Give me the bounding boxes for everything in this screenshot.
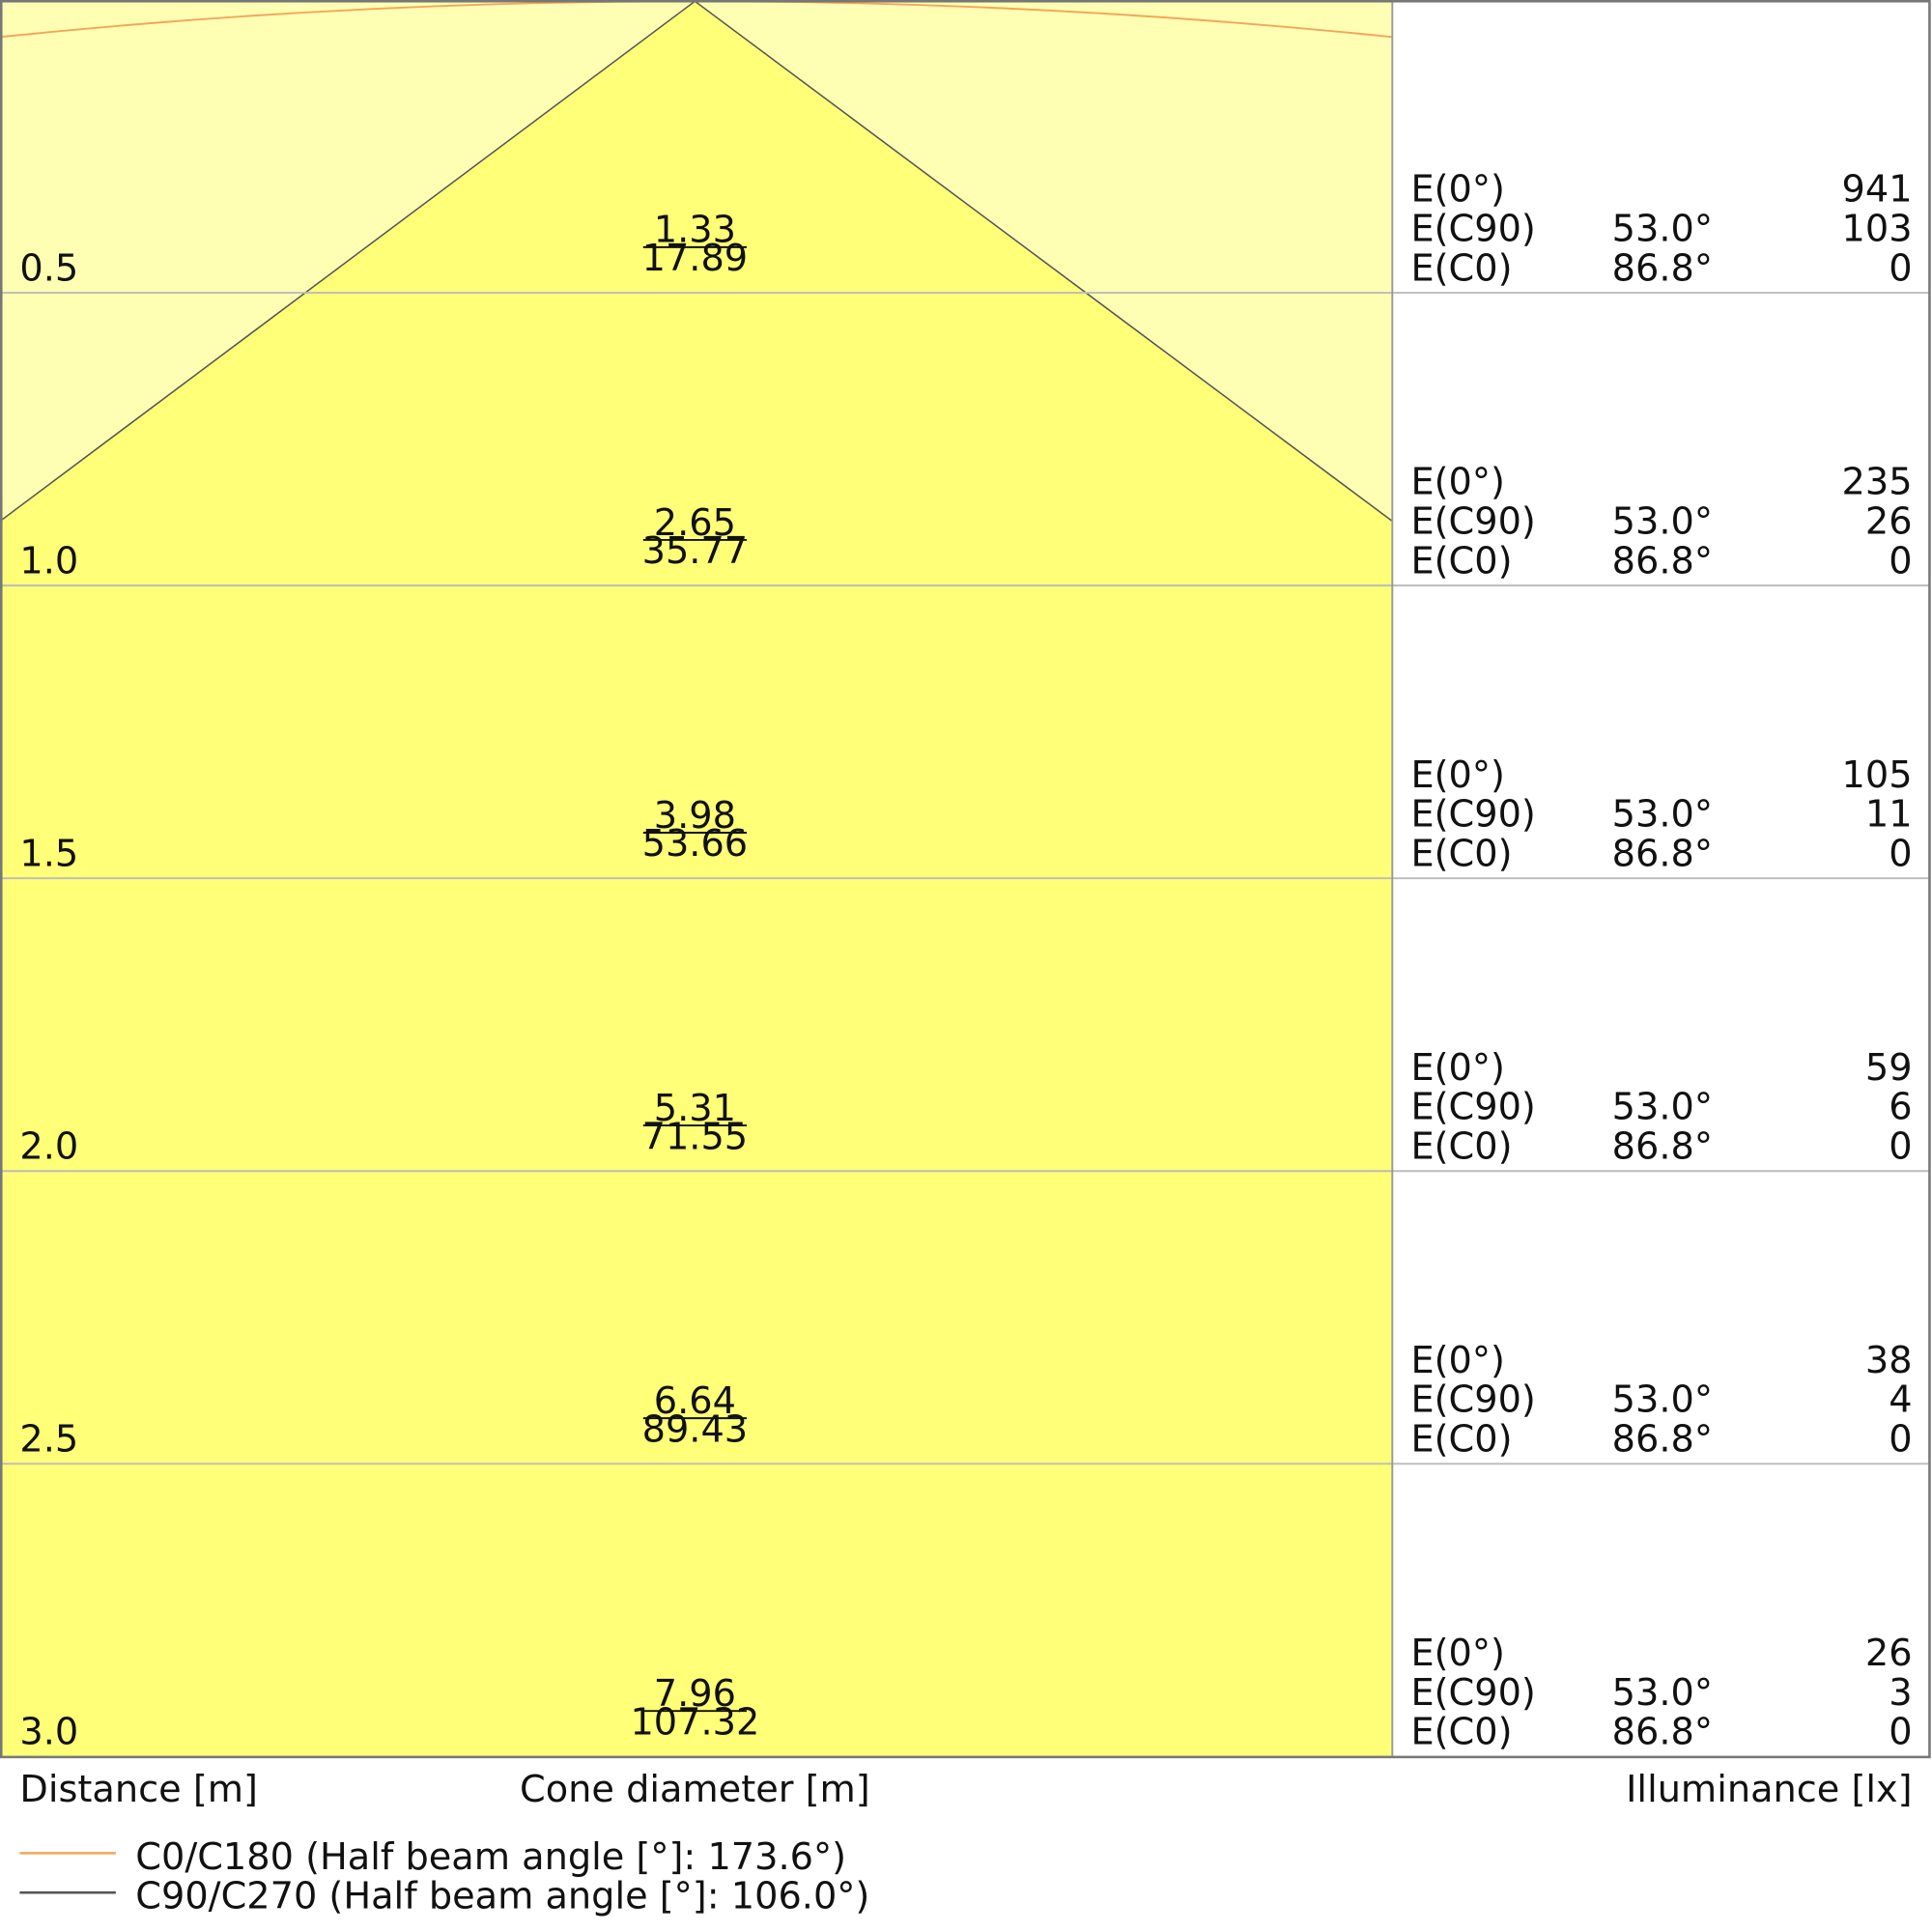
illuminance-label: E(0°) (1410, 1046, 1504, 1090)
illuminance-label: E(0°) (1410, 168, 1504, 212)
illuminance-value: 38 (1865, 1339, 1913, 1382)
legend-entry: C0/C180 (Half beam angle [°]: 173.6°) (135, 1835, 846, 1879)
legend: C0/C180 (Half beam angle [°]: 173.6°)C90… (19, 1835, 869, 1918)
illuminance-value: 0 (1889, 1124, 1912, 1168)
c0-diameter: 35.77 (642, 529, 749, 573)
illuminance-angle: 53.0° (1612, 1378, 1713, 1422)
distance: 2.0 (19, 1124, 78, 1168)
illuminance-angle: 53.0° (1612, 793, 1713, 837)
c90-diameter: 5.31 (654, 1087, 736, 1130)
illuminance-value: 0 (1889, 832, 1912, 875)
distance-label: Distance [m] (19, 1768, 258, 1811)
illuminance-value: 3 (1889, 1671, 1912, 1715)
c90-diameter: 6.64 (654, 1379, 736, 1423)
illuminance-label: E(0°) (1410, 1339, 1504, 1382)
illuminance-value: 59 (1865, 1046, 1913, 1090)
illuminance-value: 103 (1842, 207, 1913, 250)
distance: 0.5 (19, 246, 78, 290)
illuminance-value: 11 (1865, 793, 1913, 837)
illuminance-angle: 53.0° (1612, 1086, 1713, 1129)
illuminance-value: 941 (1842, 168, 1913, 212)
illuminance-label: E(C90) (1410, 793, 1535, 837)
illuminance-value: 0 (1889, 246, 1912, 290)
legend-entry: C90/C270 (Half beam angle [°]: 106.0°) (135, 1875, 869, 1918)
illuminance-label: E(0°) (1410, 753, 1504, 797)
illuminance-label: E(C0) (1410, 1418, 1512, 1462)
illuminance-label: E(C90) (1410, 1378, 1535, 1422)
illuminance-angle: 53.0° (1612, 500, 1713, 544)
c90-diameter: 7.96 (654, 1672, 736, 1716)
illuminance-label: E(C0) (1410, 246, 1512, 290)
illuminance-label: E(C90) (1410, 500, 1535, 544)
c0-diameter: 71.55 (642, 1115, 749, 1158)
illuminance-value: 26 (1865, 1632, 1913, 1675)
illuminance-label: E(C0) (1410, 1124, 1512, 1168)
illuminance-angle: 86.8° (1612, 539, 1713, 582)
c90-diameter: 2.65 (654, 501, 736, 545)
distance: 3.0 (19, 1711, 78, 1754)
illuminance-value: 0 (1889, 539, 1912, 582)
illuminance-angle: 53.0° (1612, 1671, 1713, 1715)
frame (0, 0, 1931, 1759)
c0-diameter: 17.89 (642, 237, 749, 280)
illuminance-label: E(C0) (1410, 539, 1512, 582)
illuminance-value: 0 (1889, 1418, 1912, 1462)
illuminance-value: 6 (1889, 1086, 1912, 1129)
c0-diameter: 89.43 (642, 1407, 749, 1451)
distance: 2.5 (19, 1418, 78, 1462)
c0-diameter: 53.66 (642, 822, 749, 866)
illuminance-angle: 86.8° (1612, 832, 1713, 875)
illuminance-value: 105 (1842, 753, 1913, 797)
illuminance-label: E(0°) (1410, 461, 1504, 504)
c0-diameter: 107.32 (630, 1700, 759, 1744)
illuminance-angle: 53.0° (1612, 207, 1713, 250)
illuminance-angle: 86.8° (1612, 1124, 1713, 1168)
illuminance-angle: 86.8° (1612, 246, 1713, 290)
illuminance-label: E(C0) (1410, 1711, 1512, 1754)
illuminance-value: 235 (1842, 461, 1913, 504)
illuminance-value: 0 (1889, 1711, 1912, 1754)
illuminance-angle: 86.8° (1612, 1418, 1713, 1462)
illuminance-label: E(0°) (1410, 1632, 1504, 1675)
illuminance-label: E(C90) (1410, 207, 1535, 250)
distance: 1.0 (19, 539, 78, 582)
illuminance-label: E(C90) (1410, 1671, 1535, 1715)
illuminance-label: Illuminance [lx] (1626, 1768, 1912, 1811)
c90-diameter: 3.98 (654, 794, 736, 838)
c90-diameter: 1.33 (654, 209, 736, 252)
illuminance-value: 4 (1889, 1378, 1912, 1422)
illuminance-label: E(C0) (1410, 832, 1512, 875)
distance: 1.5 (19, 832, 78, 875)
illuminance-angle: 86.8° (1612, 1711, 1713, 1754)
cone-label: Cone diameter [m] (520, 1768, 870, 1811)
illuminance-label: E(C90) (1410, 1086, 1535, 1129)
illuminance-value: 26 (1865, 500, 1913, 544)
